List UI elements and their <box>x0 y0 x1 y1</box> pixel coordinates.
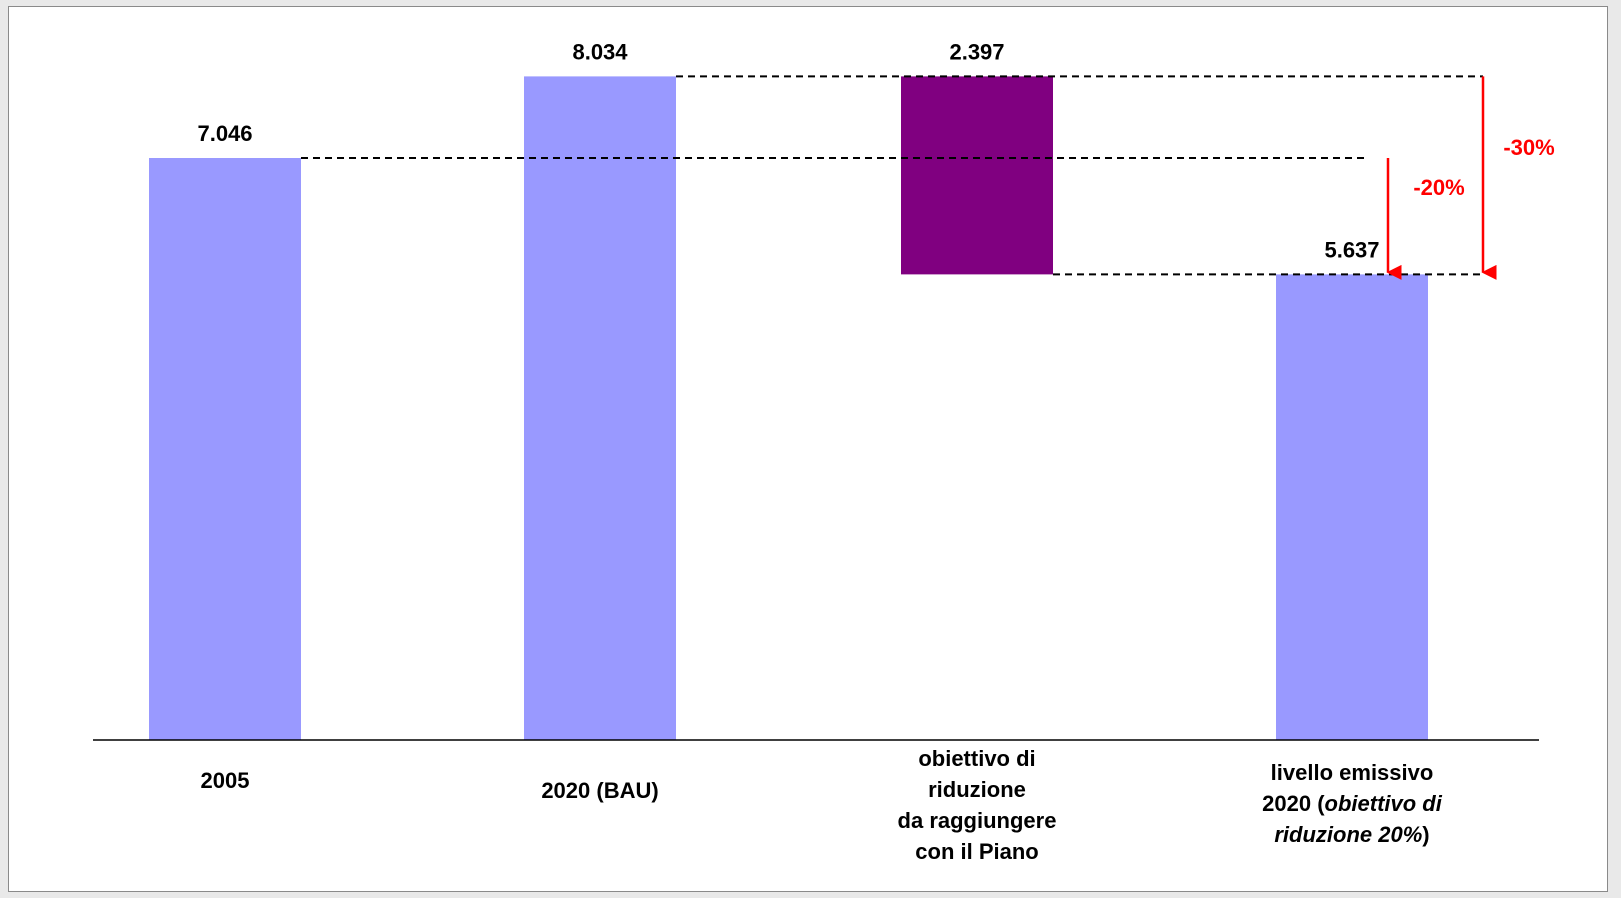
category-label-line: livello emissivo <box>1192 757 1512 788</box>
category-label-text: 2020 ( <box>1262 791 1325 816</box>
bar <box>149 158 301 740</box>
category-label-line: riduzione 20%) <box>1192 819 1512 850</box>
category-label: livello emissivo 2020 (obiettivo di riduzi… <box>1192 757 1512 850</box>
category-label-text: ) <box>1422 822 1430 847</box>
category-label: 2020 (BAU) <box>440 775 760 806</box>
reduction-label: -30% <box>1503 135 1554 160</box>
bar <box>901 76 1053 275</box>
category-label-text: obiettivo di <box>918 746 1036 771</box>
category-label-text: riduzione 20% <box>1274 822 1423 847</box>
category-label-line: con il Piano <box>817 836 1137 867</box>
category-label-line: riduzione <box>817 774 1137 805</box>
category-label-text: con il Piano <box>915 839 1039 864</box>
category-label-text: 2005 <box>200 768 250 793</box>
data-label: 2.397 <box>949 39 1004 64</box>
data-label: 7.046 <box>197 121 252 146</box>
chart-frame: -20% -30% 7.046 8.034 2.397 5.637 2005 2020 (B… <box>8 6 1608 892</box>
reduction-label: -20% <box>1413 175 1464 200</box>
data-label: 8.034 <box>572 39 628 64</box>
data-label: 5.637 <box>1324 237 1379 262</box>
category-label: 2005 <box>65 765 385 796</box>
waterfall-chart: -20% -30% 7.046 8.034 2.397 5.637 <box>93 39 1555 741</box>
category-label-text: da raggiungere <box>897 808 1057 833</box>
category-label-line: obiettivo di <box>817 743 1137 774</box>
bar <box>524 76 676 741</box>
category-label-line: 2020 (BAU) <box>440 775 760 806</box>
category-label-text: 2020 (BAU) <box>541 778 659 803</box>
category-label-text: riduzione <box>928 777 1026 802</box>
category-label-text: obiettivo di <box>1324 791 1442 816</box>
category-label-line: da raggiungere <box>817 805 1137 836</box>
category-label: obiettivo di riduzione da raggiungere con i… <box>817 743 1137 867</box>
category-label-line: 2005 <box>65 765 385 796</box>
category-label-text: livello emissivo <box>1270 760 1434 785</box>
category-label-line: 2020 (obiettivo di <box>1192 788 1512 819</box>
bar <box>1276 274 1428 740</box>
